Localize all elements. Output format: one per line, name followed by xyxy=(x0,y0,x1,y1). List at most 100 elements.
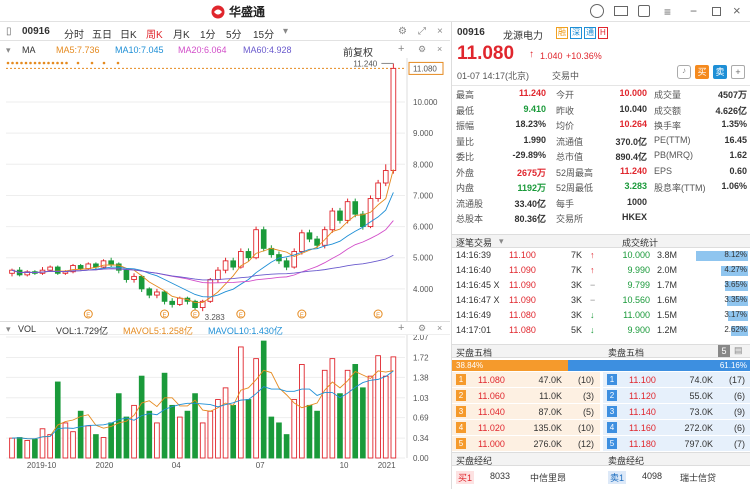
bids-count: (10) xyxy=(577,423,594,433)
menu-icon[interactable]: ≡ xyxy=(664,5,672,19)
bids-price[interactable]: 11.020 xyxy=(478,423,505,433)
add-watch-button[interactable]: + xyxy=(731,65,745,79)
bids-price[interactable]: 11.060 xyxy=(478,391,505,401)
trades-expand-icon[interactable]: ▾ xyxy=(499,236,504,246)
trade-time: 14:16:40 xyxy=(456,265,492,275)
asks-price[interactable]: 11.140 xyxy=(629,407,656,417)
asks-price[interactable]: 11.100 xyxy=(629,375,656,385)
trade-direction-icon: − xyxy=(590,280,596,290)
settings-icon[interactable] xyxy=(590,4,604,18)
depth-icon[interactable]: ▤ xyxy=(734,345,743,355)
x-tick: 07 xyxy=(256,461,265,470)
tab-6[interactable]: 5分 xyxy=(226,30,242,41)
dist-volume: 2.0M xyxy=(657,265,678,275)
sell-ratio-fill xyxy=(568,360,750,371)
marker-dot xyxy=(90,61,94,65)
stat-label: 每手 xyxy=(556,198,575,209)
trade-time: 14:17:01 xyxy=(456,325,492,335)
bid-title: 买盘五档 xyxy=(456,348,493,358)
dist-pct: 3.65% xyxy=(724,280,747,289)
buy-broker-title: 买盘经纪 xyxy=(456,456,493,466)
bids-level: 5 xyxy=(456,438,466,449)
vol-add-icon[interactable]: + xyxy=(398,322,405,334)
dist-bar xyxy=(728,311,748,321)
candle-body xyxy=(131,275,137,280)
stat-value: HKEX xyxy=(621,212,647,222)
vol-settings-icon[interactable]: ⚙ xyxy=(418,323,427,333)
bids-price[interactable]: 11.000 xyxy=(478,439,505,449)
volume-bar xyxy=(9,437,15,459)
vol-collapse-icon[interactable]: ▾ xyxy=(6,324,11,334)
kline-chart[interactable]: 11.080 10.000 9.000 8.000 7.000 6.000 5.000 4.0… xyxy=(0,58,450,470)
asks-price[interactable]: 11.180 xyxy=(629,439,656,449)
event-marker-icon[interactable] xyxy=(190,309,200,319)
event-marker-icon[interactable] xyxy=(297,309,307,319)
event-marker-icon[interactable] xyxy=(83,309,93,319)
dist-price: 9.799 xyxy=(627,280,650,290)
vol-tick: 1.72 xyxy=(413,353,429,362)
adjust-dropdown[interactable]: 前复权 xyxy=(343,48,373,59)
asks-volume: 272.0K xyxy=(684,423,713,433)
vol-close-icon[interactable]: × xyxy=(437,323,443,333)
candle-body xyxy=(352,201,359,215)
more-arrow-icon[interactable]: ▾ xyxy=(283,26,289,37)
tab-0[interactable]: 分时 xyxy=(64,30,84,41)
alert-icon[interactable]: ♪ xyxy=(677,65,691,79)
tab-4[interactable]: 月K xyxy=(173,30,190,41)
dist-bar xyxy=(727,296,748,306)
close-icon[interactable]: × xyxy=(733,3,741,18)
tab-7[interactable]: 15分 xyxy=(253,30,275,41)
buy-broker-name[interactable]: 中信里昂 xyxy=(530,473,567,483)
trade-direction-icon: − xyxy=(590,295,596,305)
sell-button[interactable]: 卖 xyxy=(713,65,727,79)
event-marker-text: E xyxy=(239,313,243,319)
bids-volume: 135.0K xyxy=(533,423,562,433)
asks-price[interactable]: 11.160 xyxy=(629,423,656,433)
trade-price: 11.090 xyxy=(509,295,536,305)
bids-price[interactable]: 11.080 xyxy=(478,375,505,385)
trade-direction-icon: ↑ xyxy=(590,265,595,275)
stat-value: 0.60 xyxy=(729,165,747,176)
tab-2[interactable]: 日K xyxy=(120,30,137,41)
stat-value: 4507万 xyxy=(717,90,747,100)
minimize-icon[interactable]: − xyxy=(690,4,698,18)
settings-small-icon[interactable]: ⚙ xyxy=(418,44,427,54)
mail-icon[interactable] xyxy=(614,6,628,16)
buy-button[interactable]: 买 xyxy=(695,65,709,79)
chart-settings-icon[interactable]: ⚙ xyxy=(398,26,407,37)
volume-bar xyxy=(207,410,214,459)
event-marker-icon[interactable] xyxy=(160,309,170,319)
tab-5[interactable]: 1分 xyxy=(200,30,216,41)
sell-broker-name[interactable]: 瑞士信贷 xyxy=(680,473,717,483)
ma5-value: MA5:7.736 xyxy=(56,45,100,55)
bids-volume: 11.0K xyxy=(539,391,562,401)
stat-value: 1000 xyxy=(626,196,647,207)
depth-selector[interactable]: 5 xyxy=(718,345,730,357)
trade-price: 11.080 xyxy=(509,310,536,320)
fullscreen-icon[interactable]: ⤢ xyxy=(418,26,426,37)
shirt-icon[interactable] xyxy=(638,5,650,17)
tab-3[interactable]: 周K xyxy=(146,30,163,41)
add-icon[interactable]: + xyxy=(398,43,405,55)
dist-volume: 1.5M xyxy=(657,310,678,320)
bids-price[interactable]: 11.040 xyxy=(478,407,505,417)
event-marker-icon[interactable] xyxy=(373,309,383,319)
panel-toggle-icon[interactable]: ▯ xyxy=(6,26,12,37)
event-marker-icon[interactable] xyxy=(236,309,246,319)
panel-close-icon[interactable]: × xyxy=(437,26,443,37)
vol-tick: 1.38 xyxy=(413,373,429,382)
asks-price[interactable]: 11.120 xyxy=(629,391,656,401)
tab-1[interactable]: 五日 xyxy=(92,30,112,41)
marker-dot xyxy=(20,61,23,65)
asks-count: (7) xyxy=(734,439,745,449)
maximize-icon[interactable] xyxy=(712,7,721,16)
ma60-line xyxy=(11,254,394,281)
chart-toolbar: ▯ 00916 ▾ ⚙ ⤢ × 分时 五日 日K 周K 月K 1分 5分 15分 xyxy=(0,22,450,41)
sell-broker-rank: 卖1 xyxy=(608,471,627,484)
stat-label: 股息率(TTM) xyxy=(654,183,706,193)
collapse-icon[interactable]: ▾ xyxy=(6,45,11,55)
volume-bar xyxy=(32,438,38,459)
candle-body xyxy=(337,210,343,221)
close-small-icon[interactable]: × xyxy=(437,44,443,54)
volume-bar xyxy=(321,369,328,459)
